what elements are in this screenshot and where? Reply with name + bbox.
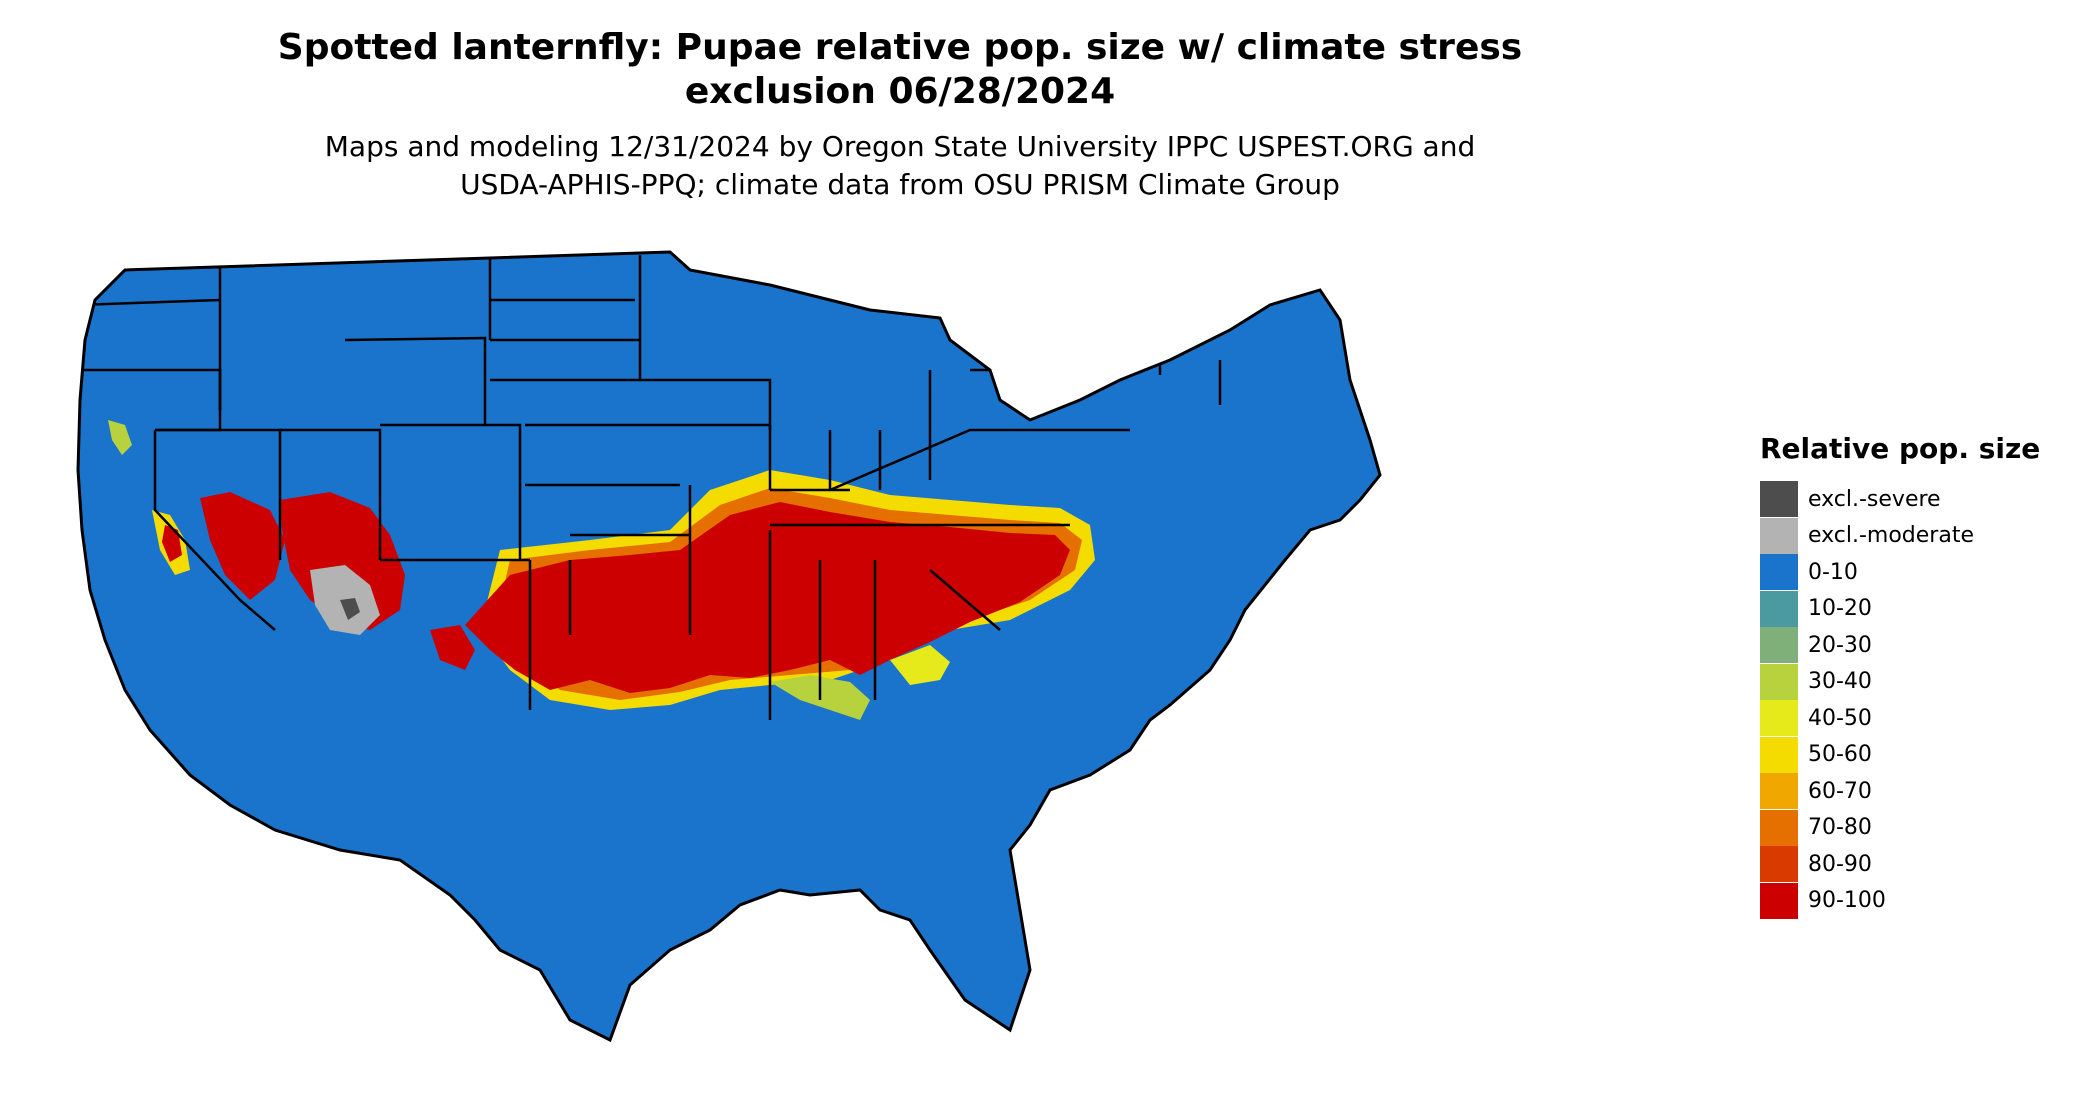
texas-west-red — [430, 625, 475, 670]
legend-item: 0-10 — [1760, 554, 2040, 591]
map-subtitle: Maps and modeling 12/31/2024 by Oregon S… — [324, 130, 1476, 201]
legend-swatch — [1760, 517, 1798, 554]
risk-overlay — [108, 420, 1095, 720]
legend-label: 40-50 — [1808, 705, 1872, 731]
legend-swatch — [1760, 590, 1798, 627]
legend-label: 50-60 — [1808, 742, 1872, 768]
legend-item: 50-60 — [1760, 736, 2040, 774]
legend-swatch — [1760, 846, 1798, 883]
legend-swatch — [1760, 882, 1798, 919]
legend: Relative pop. size excl.-severe excl.-mod… — [1760, 432, 2040, 919]
legend-label: 10-20 — [1808, 596, 1872, 622]
legend-label: 60-70 — [1808, 778, 1872, 804]
legend-label: 30-40 — [1808, 669, 1872, 695]
legend-item: 30-40 — [1760, 663, 2040, 701]
map-title: Spotted lanternfly: Pupae relative pop. … — [277, 27, 1523, 112]
legend-swatch — [1760, 554, 1798, 591]
legend-label: 20-30 — [1808, 632, 1872, 658]
legend-swatch — [1760, 663, 1798, 700]
legend-title: Relative pop. size — [1760, 432, 2041, 465]
legend-item: 90-100 — [1760, 882, 2040, 920]
legend-swatch — [1760, 773, 1798, 810]
legend-label: 70-80 — [1808, 815, 1872, 841]
us-map — [76, 250, 1382, 1043]
legend-label: 80-90 — [1808, 851, 1872, 877]
legend-label: 0-10 — [1808, 559, 1858, 585]
southwest-red-2 — [280, 492, 405, 630]
legend-swatch — [1760, 481, 1798, 518]
legend-swatch — [1760, 809, 1798, 846]
legend-item: 40-50 — [1760, 700, 2040, 737]
legend-item: excl.-severe — [1760, 481, 2040, 518]
southwest-dark-grey — [340, 598, 360, 620]
legend-item: 70-80 — [1760, 809, 2040, 847]
legend-swatch — [1760, 736, 1798, 773]
legend-items: excl.-severe excl.-moderate 0-10 10-20 20-30… — [1760, 481, 2040, 919]
legend-item: 80-90 — [1760, 846, 2040, 883]
legend-item: 60-70 — [1760, 773, 2040, 810]
legend-item: 10-20 — [1760, 590, 2040, 628]
central-valley-strip — [108, 420, 132, 455]
southern-core-red — [465, 502, 1070, 693]
legend-label: excl.-moderate — [1808, 523, 1974, 549]
southwest-red-1 — [200, 492, 285, 600]
georgia-coast-strip — [890, 645, 950, 685]
state-boundaries — [78, 255, 1222, 720]
legend-swatch — [1760, 627, 1798, 664]
legend-label: excl.-severe — [1808, 486, 1941, 512]
legend-item: excl.-moderate — [1760, 517, 2040, 555]
legend-label: 90-100 — [1808, 888, 1886, 914]
legend-item: 20-30 — [1760, 627, 2040, 664]
legend-swatch — [1760, 700, 1798, 737]
